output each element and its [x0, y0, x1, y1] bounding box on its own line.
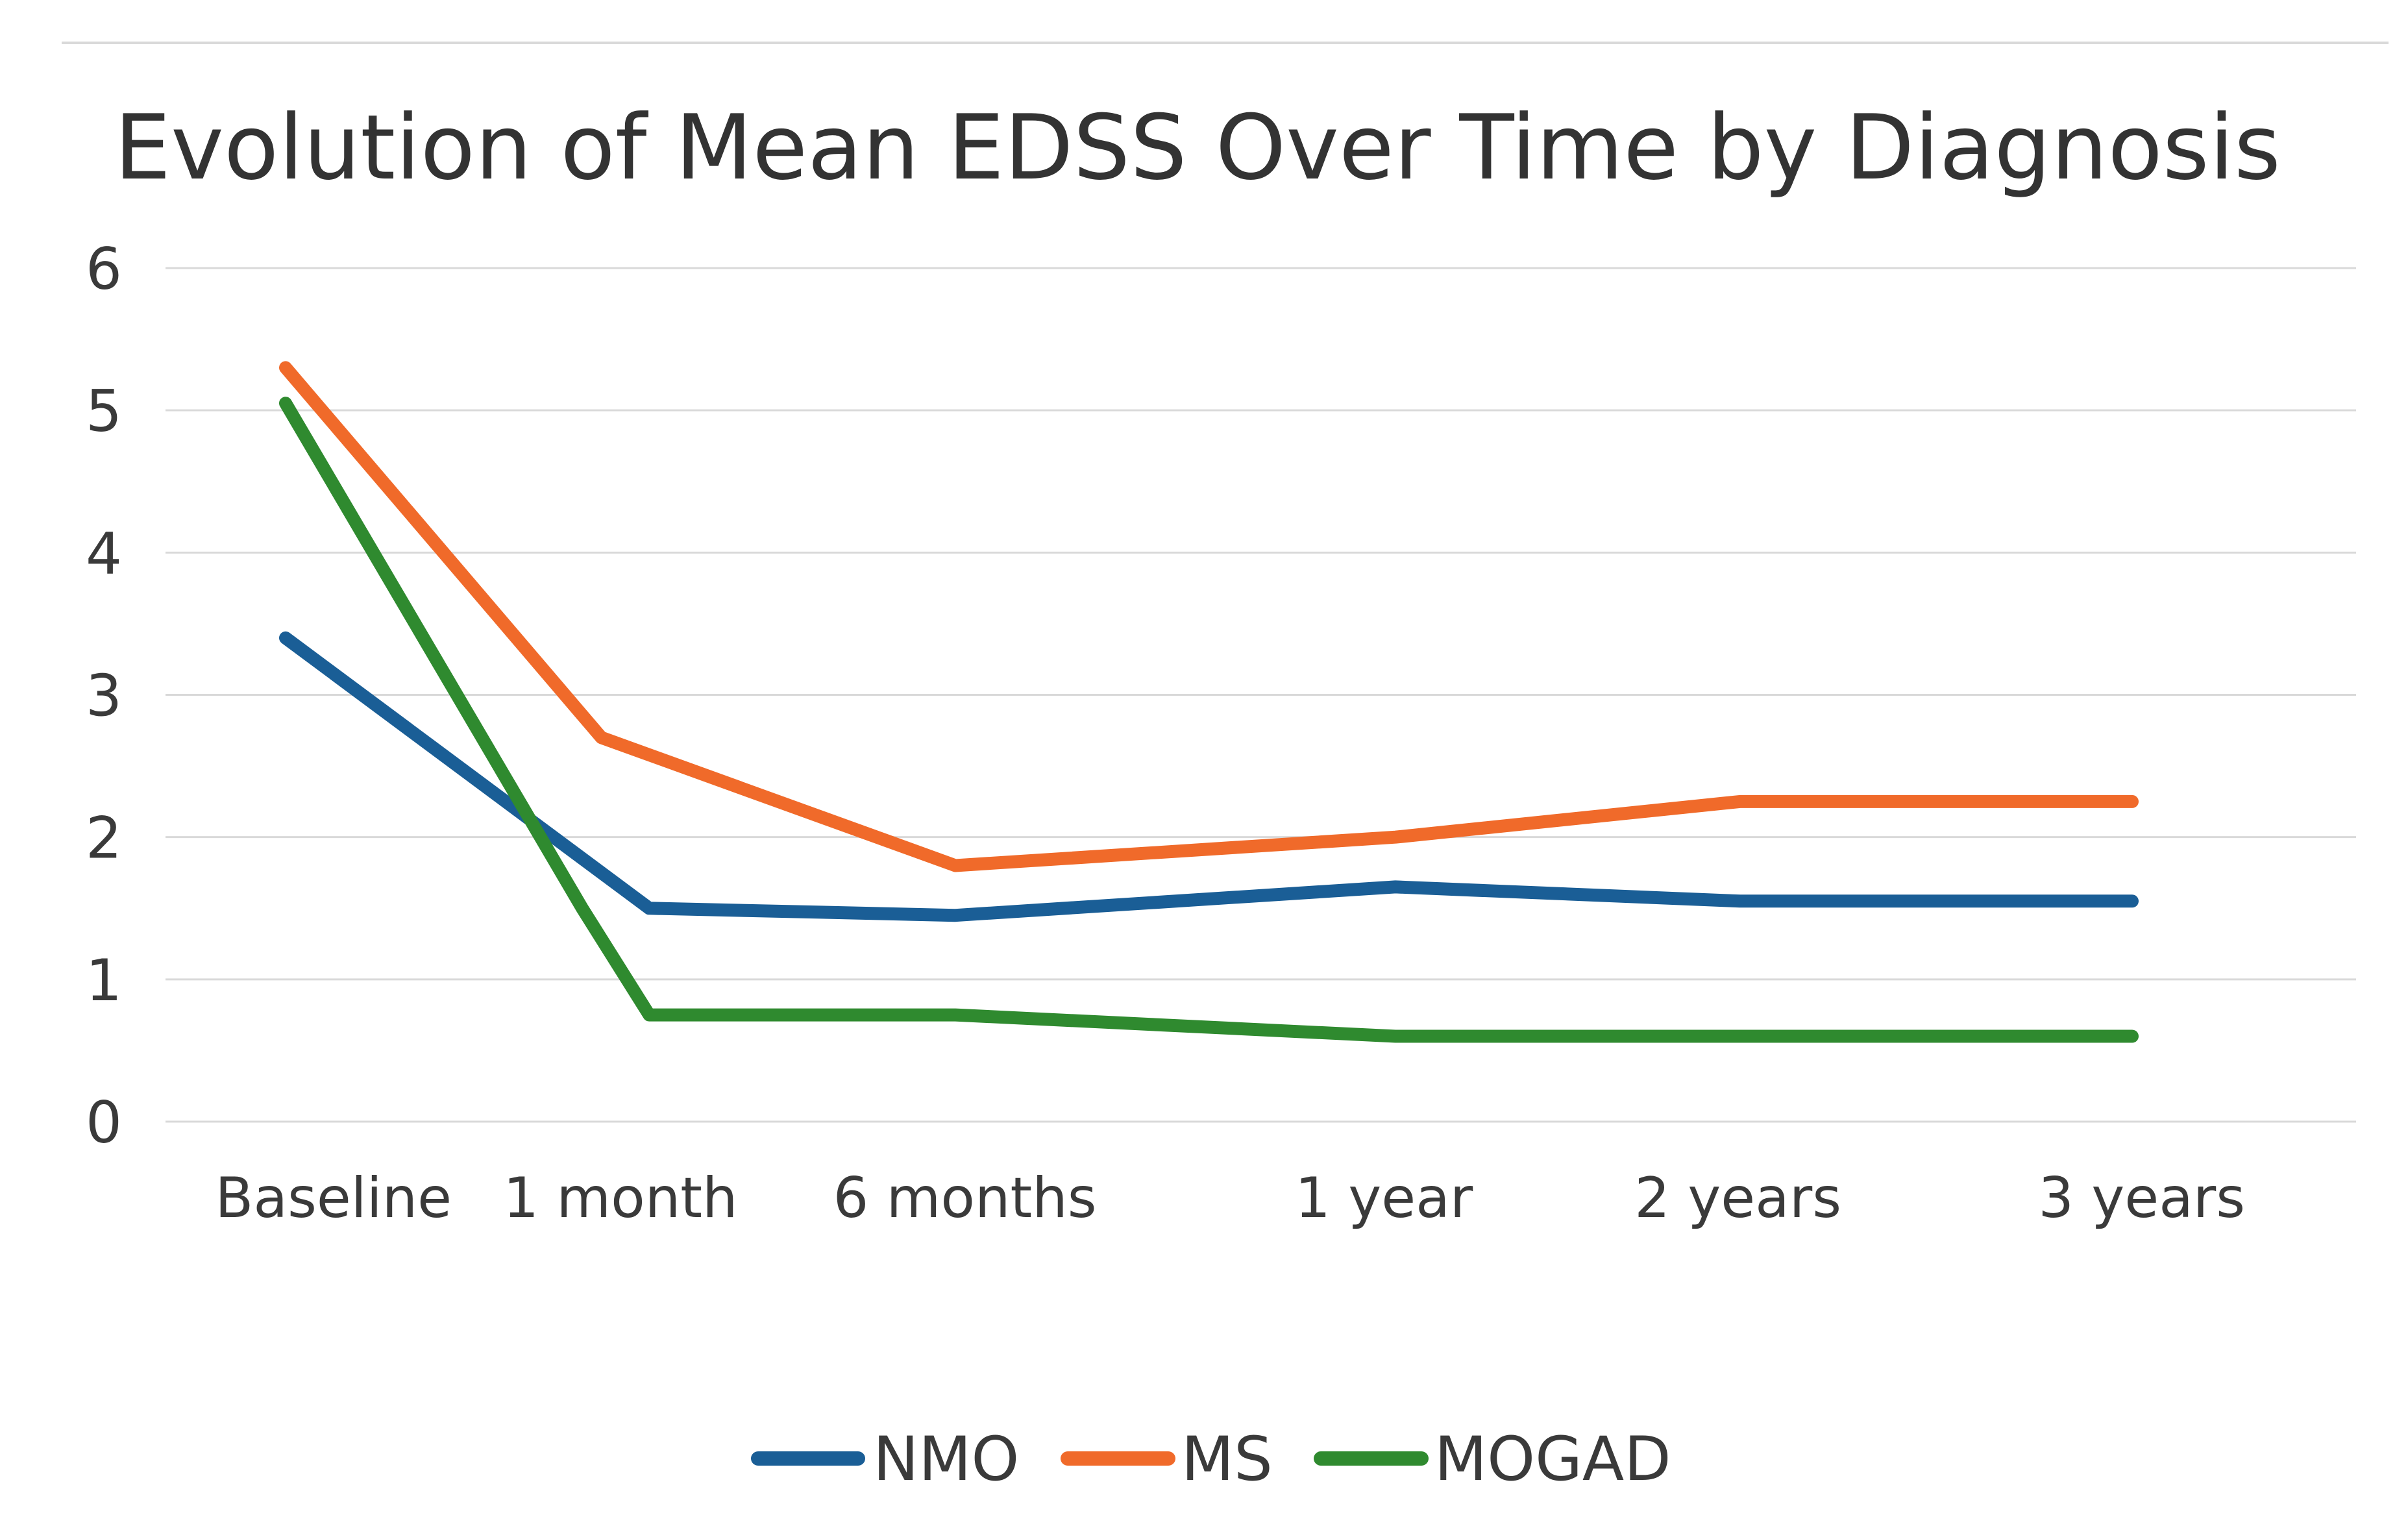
series-lines [279, 361, 2139, 1043]
legend-item-mogad: MOGAD [1314, 1424, 1671, 1495]
chart-title: Evolution of Mean EDSS Over Time by Diag… [114, 95, 2281, 200]
legend-label: NMO [873, 1424, 1019, 1495]
x-tick-label: 1 month [503, 1166, 737, 1231]
legend-item-nmo: NMO [751, 1424, 1019, 1495]
x-tick-label: 2 years [1634, 1166, 1841, 1231]
legend-item-ms: MS [1061, 1424, 1273, 1495]
series-line-ms [279, 361, 2139, 872]
gridlines [166, 267, 2356, 1123]
x-tick-label: Baseline [215, 1166, 452, 1231]
x-tick-label: 1 year [1295, 1166, 1473, 1231]
y-tick-label: 1 [86, 947, 122, 1014]
legend-label: MOGAD [1434, 1424, 1671, 1495]
y-tick-label: 5 [86, 378, 122, 445]
legend: NMO MS MOGAD [751, 1424, 1671, 1495]
y-tick-label: 4 [86, 520, 122, 587]
y-tick-label: 0 [86, 1089, 122, 1156]
x-tick-label: 6 months [833, 1166, 1097, 1231]
x-tick-label: 3 years [2038, 1166, 2245, 1231]
x-axis-ticks: Baseline 1 month 6 months 1 year 2 years 3 ye… [215, 1166, 2245, 1231]
legend-label: MS [1181, 1424, 1273, 1495]
series-line-mogad [279, 397, 2139, 1043]
series-line-nmo [279, 631, 2139, 922]
y-tick-label: 3 [86, 663, 122, 730]
y-axis-ticks: 0 1 2 3 4 5 6 [86, 236, 122, 1156]
y-tick-label: 6 [86, 236, 122, 302]
y-tick-label: 2 [86, 805, 122, 872]
